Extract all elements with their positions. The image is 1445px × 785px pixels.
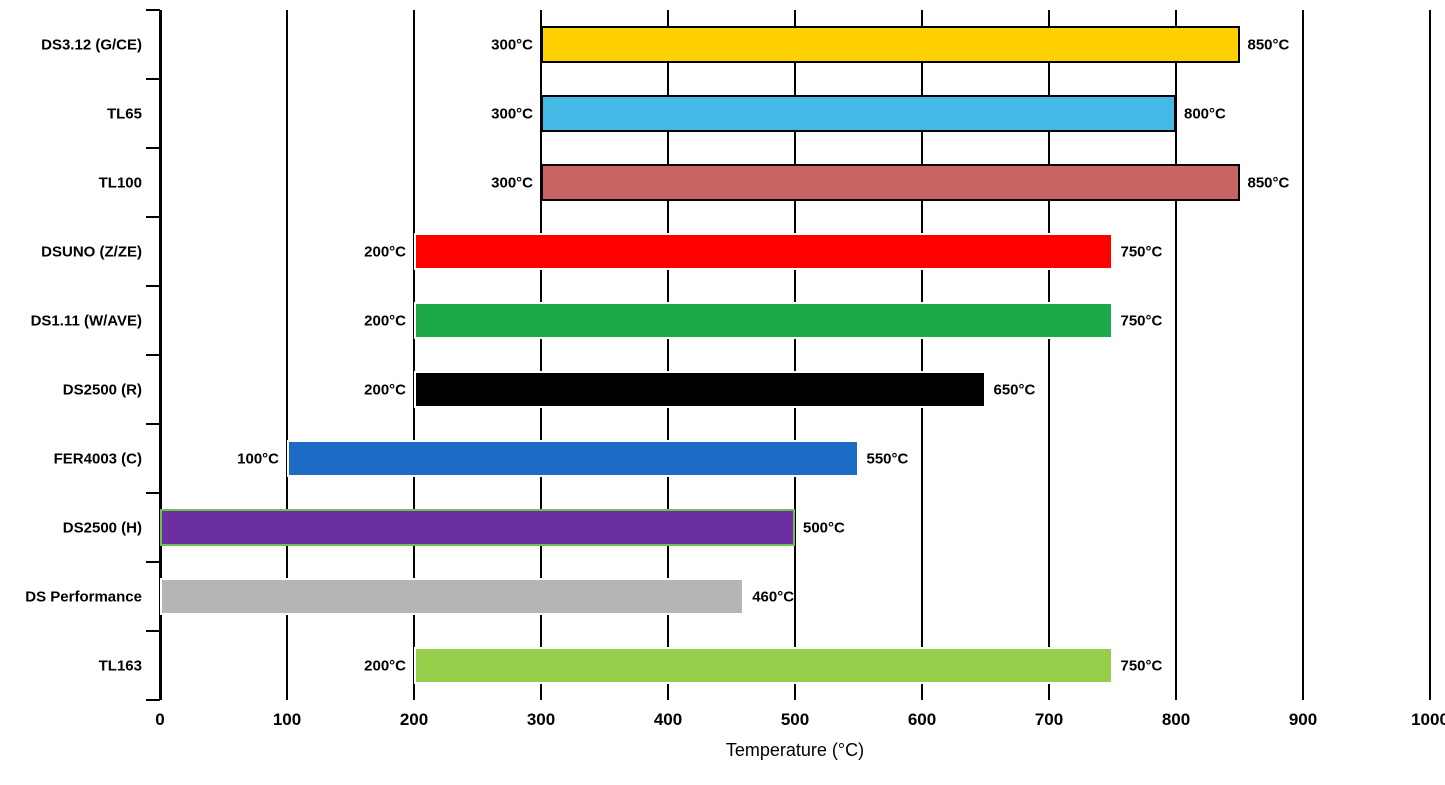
bar-start-value: 100°C [237,450,279,467]
bar-end-value: 460°C [752,588,794,605]
bar-start-value: 300°C [491,36,533,53]
y-tick [146,561,160,563]
bar [414,647,1113,685]
x-tick-label: 200 [400,710,428,730]
bar [287,440,859,478]
x-tick-label: 0 [155,710,164,730]
x-tick-label: 900 [1289,710,1317,730]
bar [414,302,1113,340]
category-label: TL100 [99,174,142,191]
y-tick [146,423,160,425]
bar-end-value: 750°C [1121,657,1163,674]
bar [414,371,986,409]
y-tick [146,630,160,632]
bar [160,578,744,616]
y-tick [146,354,160,356]
bar-start-value: 200°C [364,657,406,674]
x-tick-label: 500 [781,710,809,730]
x-tick-label: 300 [527,710,555,730]
bar [160,509,795,547]
category-label: TL163 [99,657,142,674]
bar-start-value: 200°C [364,243,406,260]
bar [541,164,1240,202]
y-tick [146,216,160,218]
x-tick-label: 800 [1162,710,1190,730]
gridline [1429,10,1431,700]
x-tick-label: 600 [908,710,936,730]
temperature-range-bar-chart: 300°C 850°C 300°C 800°C 300°C 850°C 200°C 750°C… [0,0,1445,785]
bar [414,233,1113,271]
x-tick-label: 1000 [1411,710,1445,730]
y-tick [146,147,160,149]
category-label: DS2500 (R) [63,381,142,398]
bar-end-value: 650°C [994,381,1036,398]
bar-end-value: 850°C [1248,36,1290,53]
plot-area: 300°C 850°C 300°C 800°C 300°C 850°C 200°C 750°C… [160,10,1430,700]
category-label: DS Performance [25,588,142,605]
bar-start-value: 200°C [364,381,406,398]
bar-end-value: 550°C [867,450,909,467]
bar-end-value: 850°C [1248,174,1290,191]
bar-start-value: 300°C [491,105,533,122]
bar-start-value: 200°C [364,312,406,329]
x-tick-label: 100 [273,710,301,730]
y-tick [146,78,160,80]
bar-end-value: 750°C [1121,243,1163,260]
category-label: TL65 [107,105,142,122]
bar [541,95,1176,133]
y-tick [146,9,160,11]
bar-end-value: 500°C [803,519,845,536]
bar-end-value: 750°C [1121,312,1163,329]
bar-end-value: 800°C [1184,105,1226,122]
y-tick [146,699,160,701]
y-tick [146,492,160,494]
category-label: DS1.11 (W/AVE) [31,312,142,329]
category-label: DS3.12 (G/CE) [41,36,142,53]
y-tick [146,285,160,287]
x-axis-title: Temperature (°C) [726,740,864,761]
category-label: DS2500 (H) [63,519,142,536]
gridline [1302,10,1304,700]
category-label: FER4003 (C) [54,450,142,467]
category-label: DSUNO (Z/ZE) [41,243,142,260]
x-tick-label: 700 [1035,710,1063,730]
bar [541,26,1240,64]
bar-start-value: 300°C [491,174,533,191]
x-tick-label: 400 [654,710,682,730]
